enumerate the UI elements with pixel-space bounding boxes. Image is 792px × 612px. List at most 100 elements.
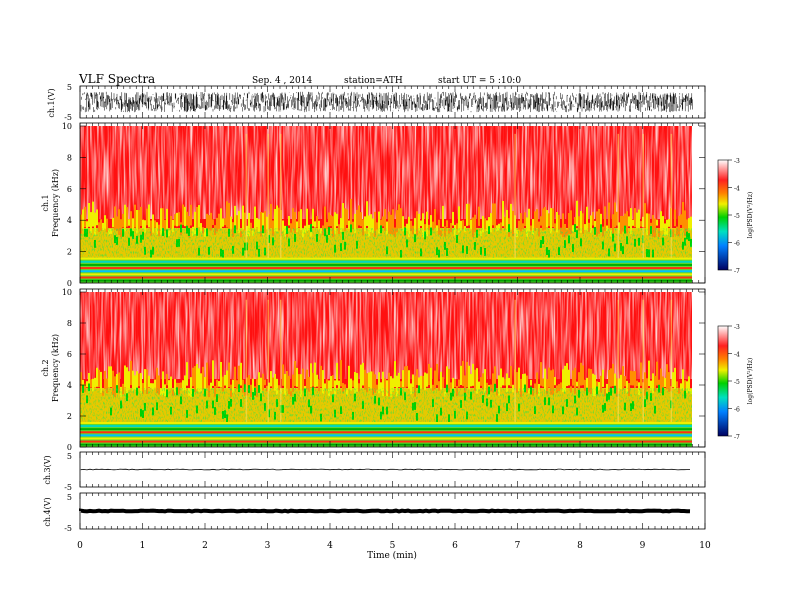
spectrogram-cell (596, 211, 598, 237)
spectrogram-cell (416, 369, 418, 386)
spectrogram-cell (88, 383, 90, 392)
spectrogram-cell (222, 376, 224, 392)
spectrogram-cell (484, 369, 486, 393)
spectrogram-cell (504, 378, 506, 386)
spectrogram-cell (234, 205, 236, 233)
spectrogram-cell (162, 371, 164, 395)
ch1-colorbar: -3 -4 -5 -6 -7 log(PSD(V²/Hz) (717, 158, 754, 275)
spectrogram-cell (144, 369, 146, 390)
ch2-spectrogram-ylabel-frequency: Frequency (kHz) (51, 334, 60, 402)
spectrogram-cell (428, 224, 430, 231)
spectrogram-cell (456, 223, 458, 230)
spectrogram-cell (662, 376, 664, 393)
spectrogram-cell (224, 375, 226, 386)
spectral-line (80, 276, 692, 279)
spectrogram-cell (530, 379, 532, 386)
spectrogram-cell (134, 375, 136, 390)
spectrogram-cell (416, 211, 418, 236)
spectrogram-cell (258, 372, 260, 390)
spectrogram-cell (408, 216, 410, 238)
spectrogram-cell (412, 374, 414, 388)
spectrogram-cell (86, 221, 88, 231)
spectrogram-cell (318, 379, 320, 392)
spectrogram-cell (90, 212, 92, 233)
spectrogram-cell (436, 363, 438, 386)
time-axis-label: Time (min) (367, 550, 417, 561)
spectrogram-cell (388, 211, 390, 234)
spectrogram-cell (654, 218, 656, 238)
spectrogram-cell (360, 212, 362, 227)
date-label: Sep. 4 , 2014 (252, 76, 312, 86)
spectrogram-cell (592, 211, 594, 226)
spectrogram-cell (542, 208, 544, 231)
spectrogram-cell (386, 221, 388, 235)
spectrogram-cell (598, 382, 600, 391)
spectrogram-cell (544, 206, 546, 230)
spectrogram-cell (114, 376, 116, 398)
spectrogram-cell (314, 221, 316, 228)
spectrogram-cell (292, 208, 294, 230)
spectrogram-cell (640, 221, 642, 227)
spectrogram-cell (452, 377, 454, 395)
spectrogram-cell (346, 209, 348, 226)
spectrogram-cell (478, 381, 480, 390)
spectrogram-cell (360, 364, 362, 389)
spectrogram-cell (190, 204, 192, 226)
spectrogram-cell (288, 216, 290, 226)
spectrogram-cell (588, 368, 590, 393)
spectrogram-cell (436, 225, 438, 231)
spectrogram-cell (306, 208, 308, 231)
spectrogram-cell (484, 218, 486, 230)
spectrogram-cell (238, 365, 240, 391)
spectrogram-cell (672, 372, 674, 388)
spectrogram-cell (274, 373, 276, 391)
spectrogram-cell (426, 373, 428, 387)
spectrogram-cell (494, 366, 496, 389)
x-tick-label: 6 (452, 541, 458, 551)
ch3-waveform-ytick-bottom: -5 (64, 483, 72, 492)
spectrogram-cell (544, 368, 546, 391)
spectrogram-cell (316, 216, 318, 228)
spectrogram-cell (368, 372, 370, 388)
spectrogram-cell (418, 377, 420, 390)
spectral-line (80, 421, 692, 424)
spectrogram-cell (540, 362, 542, 386)
spectrogram-cell (380, 382, 382, 391)
spectrogram-cell (490, 213, 492, 233)
spectrogram-cell (622, 215, 624, 232)
spectrogram-cell (406, 365, 408, 387)
spectrogram-cell (102, 222, 104, 231)
spectrogram-texture (80, 126, 692, 219)
spectrogram-cell (542, 378, 544, 387)
spectrogram-cell (312, 372, 314, 387)
spectrogram-cell (534, 383, 536, 389)
spectrogram-cell (82, 379, 84, 388)
spectrogram-cell (540, 216, 542, 226)
y-tick-label: 8 (67, 153, 72, 162)
spectrogram-cell (98, 222, 100, 232)
spectrogram-cell (398, 204, 400, 229)
spectrogram-cell (582, 365, 584, 386)
spectrogram-cell (578, 372, 580, 392)
spectrogram-cell (94, 212, 96, 236)
spectrogram-cell (168, 380, 170, 389)
spectrogram-cell (396, 375, 398, 397)
spectrogram-cell (220, 208, 222, 229)
spectrogram-cell (148, 204, 150, 228)
x-tick-label: 7 (515, 541, 521, 551)
spectrogram-cell (646, 213, 648, 236)
ch1-waveform-ytick-top: 5 (67, 83, 72, 92)
spectrogram-cell (300, 374, 302, 397)
spectrogram-cell (126, 207, 128, 227)
ch3-waveform-ytick-top: 5 (67, 452, 72, 461)
spectrogram-cell (294, 212, 296, 234)
spectrogram-cell (374, 211, 376, 237)
spectral-line (80, 437, 692, 440)
spectrogram-cell (348, 220, 350, 230)
spectrogram-cell (614, 373, 616, 391)
spectrogram-cell (660, 368, 662, 393)
spectrogram-cell (516, 372, 518, 393)
broadband-spike (670, 133, 673, 258)
broadband-spike (280, 299, 282, 423)
spectrogram-cell (632, 371, 634, 386)
